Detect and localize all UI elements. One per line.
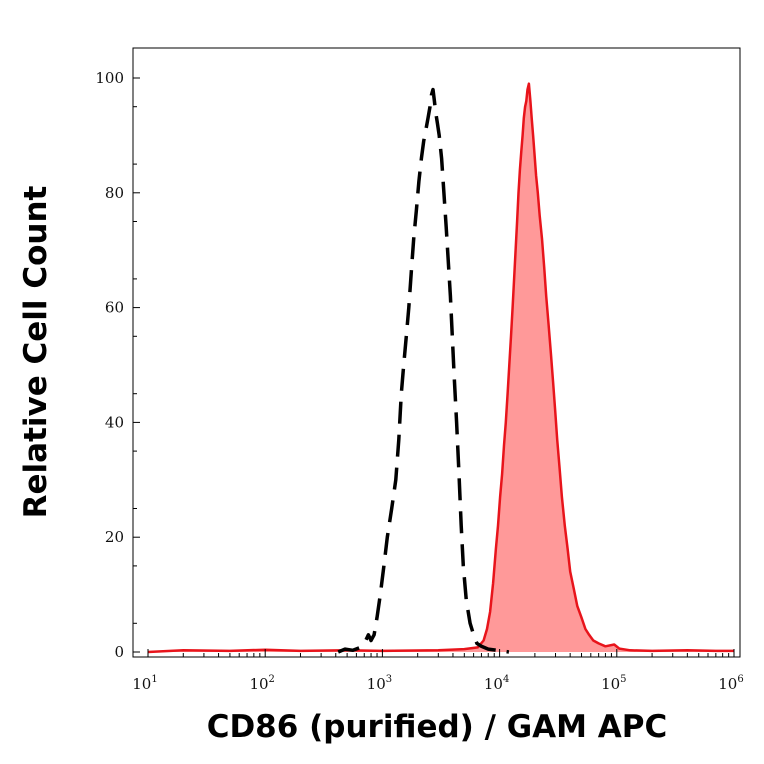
y-tick-label: 0 <box>114 643 124 661</box>
y-axis-title: Relative Cell Count <box>18 185 54 518</box>
red-histogram-line <box>147 82 734 654</box>
y-tick-label: 40 <box>105 413 124 431</box>
x-tick-label: 105 <box>601 674 626 693</box>
y-tick-label: 20 <box>105 528 124 546</box>
x-tick-label: 106 <box>718 674 743 693</box>
y-tick-label: 100 <box>95 69 124 87</box>
histogram-curves <box>147 82 734 654</box>
y-tick-label: 60 <box>105 299 124 317</box>
x-tick-label: 104 <box>484 674 509 693</box>
y-tick-label: 80 <box>105 184 124 202</box>
y-axis-ticks: 0 20 40 60 80 100 <box>95 69 140 661</box>
x-axis-ticks: 101 102 103 104 105 106 <box>132 649 744 693</box>
x-tick-label: 103 <box>367 674 392 693</box>
x-axis-title: CD86 (purified) / GAM APC <box>207 709 668 745</box>
control-histogram-dashed-line <box>337 87 510 654</box>
x-tick-label: 101 <box>132 674 157 693</box>
x-tick-label: 102 <box>249 674 274 693</box>
plot-frame <box>132 47 741 658</box>
